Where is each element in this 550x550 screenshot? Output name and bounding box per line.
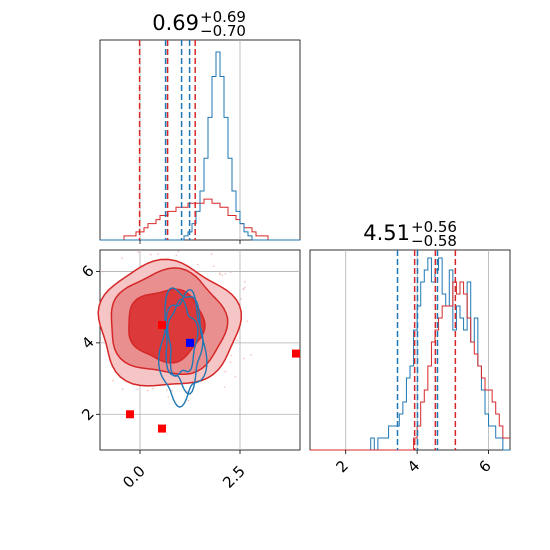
- x-tick-label: 0.0: [119, 462, 149, 492]
- x-ticks: 0.0 2.5: [119, 450, 249, 492]
- sample-point: [136, 388, 139, 391]
- sample-point: [210, 253, 213, 255]
- sample-point: [242, 357, 245, 360]
- sample-point: [243, 280, 246, 283]
- sample-point: [221, 274, 224, 277]
- marker: [126, 410, 134, 419]
- sample-point: [240, 298, 242, 300]
- sample-point: [224, 370, 227, 373]
- joint-scatter-panel: 0.0 2.5 2 4 6: [78, 249, 301, 492]
- sample-point: [175, 254, 178, 257]
- blue-contour: [166, 298, 199, 377]
- marker: [158, 321, 166, 329]
- y-ticks: 2 4 6: [78, 262, 100, 424]
- histograms: [100, 51, 300, 241]
- sample-point: [224, 272, 227, 275]
- title-value: 0.69: [152, 11, 199, 35]
- histograms: [310, 257, 510, 451]
- x-tick-label: 2: [332, 457, 351, 476]
- title-plus: +0.56: [411, 218, 457, 236]
- sample-point: [177, 250, 180, 253]
- sample-point: [165, 389, 168, 392]
- y-tick-label: 4: [78, 333, 97, 352]
- panel-title-1: 0.69: [152, 11, 199, 35]
- sample-point: [171, 389, 174, 392]
- sample-point: [146, 389, 149, 392]
- sample-point: [196, 263, 199, 266]
- quantile-lines: [138, 40, 196, 240]
- sample-point: [121, 257, 123, 260]
- sample-point: [242, 288, 245, 291]
- sample-point: [186, 390, 189, 393]
- sample-point: [101, 270, 104, 273]
- sample-point: [234, 375, 237, 378]
- x-tick-label: 6: [475, 457, 494, 476]
- sample-point: [229, 361, 232, 364]
- y-tick-label: 2: [78, 405, 97, 424]
- sample-point: [152, 387, 154, 390]
- blue-contour: [165, 288, 204, 395]
- histogram-series: [100, 51, 300, 241]
- sample-point: [230, 354, 232, 357]
- x-tick-label: 4: [404, 457, 423, 476]
- title-plus: +0.69: [200, 8, 246, 26]
- title-minus: −0.70: [200, 22, 246, 40]
- sample-point: [212, 265, 215, 268]
- marker: [292, 349, 300, 358]
- marker: [158, 424, 166, 433]
- blue-contour: [158, 287, 208, 408]
- sample-point: [219, 273, 221, 276]
- sample-point: [149, 253, 152, 256]
- sample-point: [112, 379, 115, 382]
- sample-point: [230, 271, 232, 273]
- sample-point: [121, 388, 124, 391]
- panel-frame: [309, 249, 511, 451]
- panel-frame: [99, 39, 301, 241]
- histogram-series: [100, 198, 300, 241]
- sample-point: [223, 386, 226, 389]
- x-ticks: 2 4 6: [332, 450, 495, 476]
- marginal-histogram-param-2: 2 4 6 4.51 +0.56 −0.58: [309, 218, 511, 476]
- sample-point: [156, 253, 159, 256]
- sample-point: [246, 320, 249, 323]
- histogram-series: [310, 281, 510, 451]
- title-value: 4.51: [363, 221, 410, 245]
- sample-point: [167, 396, 170, 398]
- marginal-histogram-param-1: 0.69 +0.69 −0.70: [99, 8, 301, 244]
- sample-point: [137, 251, 140, 253]
- x-tick-marks: [139, 240, 241, 244]
- markers: [126, 321, 300, 433]
- y-tick-label: 6: [78, 262, 97, 281]
- marker: [186, 338, 194, 347]
- sample-point: [187, 399, 190, 402]
- histogram-series: [310, 257, 510, 451]
- sample-point: [244, 286, 246, 289]
- x-tick-label: 2.5: [219, 462, 249, 492]
- title-minus: −0.58: [411, 232, 457, 250]
- sample-point: [236, 339, 239, 342]
- contours: [97, 258, 243, 408]
- sample-point: [250, 354, 253, 356]
- quantile-lines: [396, 250, 457, 450]
